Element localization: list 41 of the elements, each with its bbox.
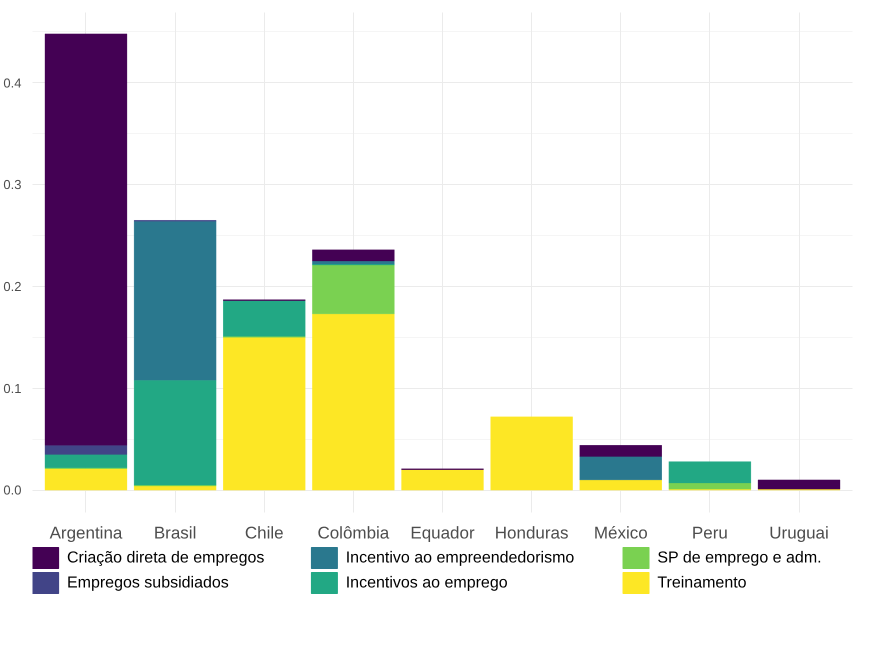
x-tick-label: Colômbia	[317, 524, 390, 542]
y-tick-label: 0.4	[3, 75, 22, 90]
legend-label: Criação direta de empregos	[66, 550, 264, 566]
y-tick-label: 0.3	[3, 177, 22, 192]
x-tick-label: Honduras	[494, 524, 568, 542]
bar	[580, 480, 662, 490]
x-tick-label: México	[594, 524, 648, 542]
x-tick-label: Brasil	[154, 524, 196, 542]
legend-label: SP de emprego e adm.	[657, 550, 822, 566]
y-tick-label: 0.2	[3, 278, 22, 294]
x-tick-label: Chile	[244, 524, 284, 542]
x-tick-label: Peru	[692, 524, 728, 542]
y-tick-label: 0.1	[3, 380, 22, 396]
bar	[223, 337, 306, 490]
y-tick-label: 0.0	[3, 482, 22, 498]
bar	[490, 416, 573, 490]
bar	[312, 314, 395, 490]
bar	[668, 482, 752, 490]
bar	[401, 470, 484, 490]
bar	[223, 300, 306, 336]
bar	[312, 260, 395, 264]
bar	[312, 264, 395, 314]
bar	[44, 34, 128, 446]
bar	[580, 456, 662, 480]
bar	[134, 221, 216, 380]
legend-label: Treinamento	[657, 574, 747, 592]
x-tick-label: Uruguai	[769, 524, 829, 542]
legend-label: Incentivos ao emprego	[346, 574, 508, 592]
legend-label: Incentivo ao empreendedorismo	[346, 550, 574, 566]
bar	[758, 480, 840, 490]
bar	[134, 486, 216, 490]
bar	[44, 445, 128, 455]
bar	[668, 461, 752, 484]
x-tick-label: Argentina	[50, 524, 123, 542]
x-tick-label: Equador	[410, 524, 475, 542]
legend-label: Empregos subsidiados	[66, 574, 229, 592]
bar	[312, 250, 395, 262]
bar	[44, 454, 128, 468]
bar	[44, 468, 128, 490]
bar	[580, 445, 662, 457]
bar	[134, 380, 216, 486]
